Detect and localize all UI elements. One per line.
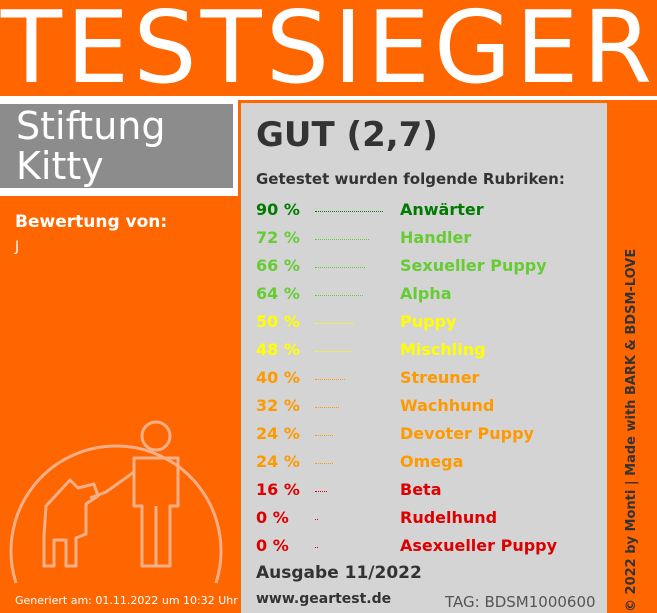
- category-name: Asexueller Puppy: [400, 536, 558, 555]
- category-score-line: [315, 547, 318, 548]
- grade-heading: GUT (2,7): [256, 115, 438, 155]
- category-name: Omega: [400, 452, 464, 471]
- category-score-line: [315, 211, 383, 212]
- category-percent: 72 %: [256, 228, 300, 247]
- category-percent: 24 %: [256, 424, 300, 443]
- category-score-line: [315, 351, 351, 352]
- testsieger-banner: TESTSIEGER: [0, 0, 657, 106]
- category-name: Rudelhund: [400, 508, 498, 527]
- result-panel: GUT (2,7) Getestet wurden folgende Rubri…: [241, 103, 607, 613]
- banner-divider: [0, 96, 657, 100]
- copyright-text: © 2022 by Monti | Made with BARK & BDSM-…: [624, 248, 639, 612]
- generated-timestamp: Generiert am: 01.11.2022 um 10:32 Uhr: [15, 594, 238, 607]
- category-name: Anwärter: [400, 200, 484, 219]
- category-percent: 0 %: [256, 536, 289, 555]
- rating-by-value: J: [15, 239, 20, 255]
- rating-by-label: Bewertung von:: [15, 212, 168, 232]
- subject-header: Stiftung Kitty: [0, 104, 233, 188]
- category-percent: 90 %: [256, 200, 300, 219]
- category-percent: 50 %: [256, 312, 300, 331]
- category-score-line: [315, 491, 327, 492]
- issue-label: Ausgabe 11/2022: [256, 563, 422, 583]
- category-name: Alpha: [400, 284, 452, 303]
- category-percent: 66 %: [256, 256, 300, 275]
- category-name: Mischling: [400, 340, 486, 359]
- category-percent: 32 %: [256, 396, 300, 415]
- handler-with-dog-icon: [9, 420, 223, 584]
- category-score-line: [315, 519, 318, 520]
- category-score-line: [315, 435, 333, 436]
- category-percent: 24 %: [256, 452, 300, 471]
- categories-intro: Getestet wurden folgende Rubriken:: [256, 170, 565, 188]
- category-score-line: [315, 323, 353, 324]
- category-score-line: [315, 379, 345, 380]
- category-score-line: [315, 267, 365, 268]
- category-score-line: [315, 295, 363, 296]
- category-name: Puppy: [400, 312, 457, 331]
- category-percent: 0 %: [256, 508, 289, 527]
- category-score-line: [315, 407, 339, 408]
- category-score-line: [315, 239, 369, 240]
- category-name: Wachhund: [400, 396, 495, 415]
- category-name: Streuner: [400, 368, 480, 387]
- category-percent: 40 %: [256, 368, 300, 387]
- category-name: Handler: [400, 228, 472, 247]
- banner-title: TESTSIEGER: [0, 0, 657, 106]
- subject-line-2: Kitty: [16, 144, 104, 188]
- category-name: Devoter Puppy: [400, 424, 534, 443]
- category-percent: 48 %: [256, 340, 300, 359]
- category-score-line: [315, 463, 333, 464]
- category-percent: 64 %: [256, 284, 300, 303]
- website-link[interactable]: www.geartest.de: [256, 591, 392, 607]
- tag-label: TAG: BDSM1000600: [445, 593, 596, 611]
- category-percent: 16 %: [256, 480, 300, 499]
- category-name: Beta: [400, 480, 442, 499]
- category-name: Sexueller Puppy: [400, 256, 547, 275]
- subject-line-1: Stiftung: [16, 104, 166, 148]
